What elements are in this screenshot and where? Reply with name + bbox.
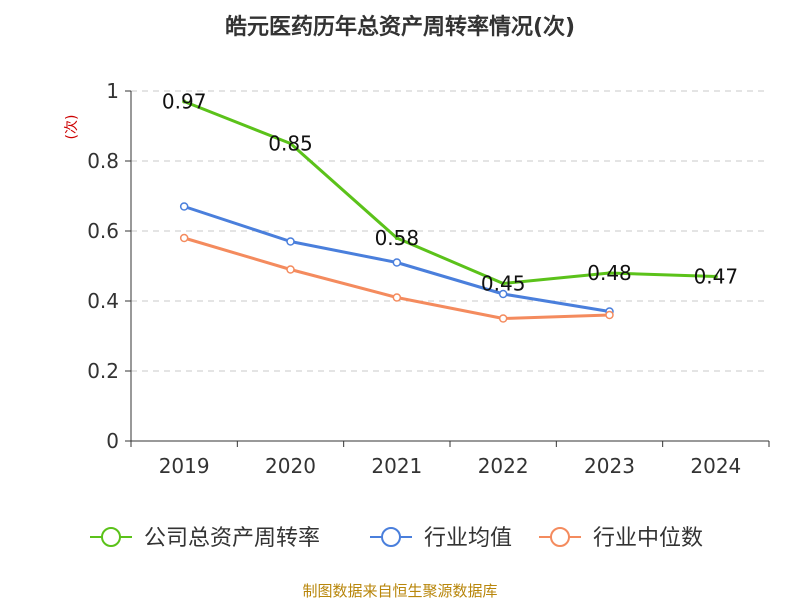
data-point[interactable] (713, 274, 718, 279)
axes: 0 0.2 0.4 0.6 0.8 1 2019 2020 2021 2022 2023 2024 (87, 79, 770, 478)
data-labels: 0.97 0.85 0.58 0.45 0.48 0.47 (162, 90, 738, 296)
y-axis-label: (次) (64, 115, 80, 140)
data-label: 0.58 (375, 226, 420, 250)
data-point[interactable] (179, 233, 189, 243)
x-tick-label: 2023 (584, 454, 635, 478)
legend-item-1[interactable]: 公司总资产周转率 (90, 526, 320, 551)
data-point[interactable] (286, 265, 295, 274)
data-point[interactable] (607, 271, 612, 275)
y-tick-label: 1 (106, 79, 119, 103)
legend-marker (381, 527, 401, 547)
chart-title: 皓元医药历年总资产周转率情况(次) (225, 14, 575, 40)
data-point[interactable] (501, 281, 506, 286)
series-line-1 (183, 100, 716, 285)
data-label: 0.48 (587, 261, 632, 285)
legend-marker (101, 527, 121, 547)
data-point[interactable] (286, 237, 295, 246)
x-tick-label: 2020 (265, 454, 316, 478)
data-point[interactable] (394, 236, 399, 240)
legend[interactable]: 公司总资产周转率 行业均值 行业中位数 (90, 526, 703, 551)
data-point[interactable] (392, 293, 402, 302)
legend-item-3[interactable]: 行业中位数 (539, 526, 703, 551)
data-label: 0.45 (481, 272, 526, 296)
source-note: 制图数据来自恒生聚源数据库 (302, 582, 497, 600)
x-tick-label: 2021 (371, 454, 422, 478)
x-tick-label: 2024 (690, 454, 741, 478)
x-tick-label: 2019 (159, 454, 210, 478)
data-label: 0.85 (268, 132, 313, 156)
series-layer (179, 99, 718, 323)
y-tick-label: 0.2 (87, 359, 119, 383)
y-tick-label: 0.6 (87, 219, 119, 243)
x-tick-label: 2022 (478, 454, 529, 478)
legend-label: 行业中位数 (593, 526, 703, 551)
legend-label: 公司总资产周转率 (144, 526, 320, 551)
data-point[interactable] (392, 258, 402, 267)
data-point[interactable] (288, 141, 293, 146)
legend-label: 行业均值 (424, 526, 512, 551)
data-label: 0.97 (162, 90, 207, 114)
y-tick-label: 0.8 (87, 149, 119, 173)
data-point[interactable] (498, 289, 508, 299)
grid (131, 90, 769, 372)
data-point[interactable] (182, 99, 187, 104)
data-label: 0.47 (694, 265, 739, 289)
data-point[interactable] (605, 310, 614, 320)
data-point[interactable] (498, 314, 508, 323)
legend-marker (550, 527, 570, 547)
legend-item-2[interactable]: 行业均值 (370, 526, 512, 551)
y-tick-label: 0.4 (87, 289, 119, 313)
data-point[interactable] (179, 202, 189, 211)
y-tick-label: 0 (106, 429, 119, 453)
